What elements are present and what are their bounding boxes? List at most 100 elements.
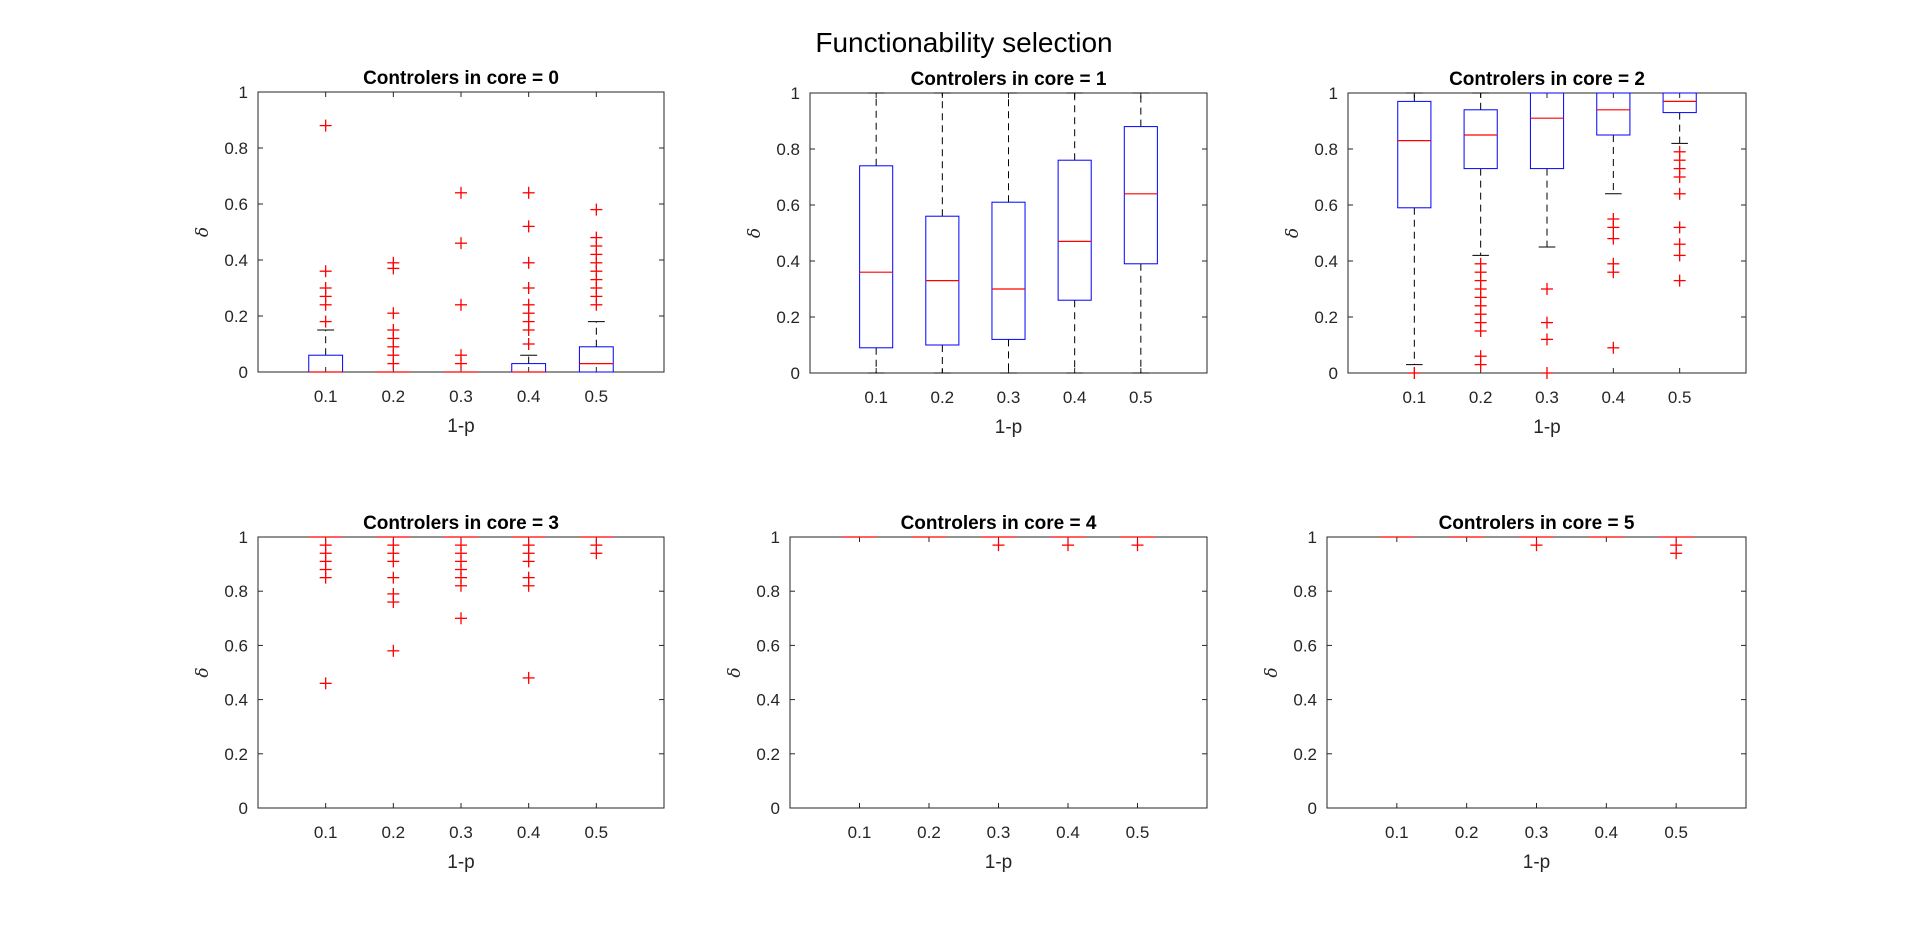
ytick-label: 1 bbox=[1308, 528, 1317, 547]
xtick-label: 0.1 bbox=[1403, 388, 1427, 407]
ytick-label: 1 bbox=[239, 83, 248, 102]
outlier-marker bbox=[1541, 333, 1553, 346]
ytick-label: 0.4 bbox=[756, 691, 780, 710]
xtick-label: 0.3 bbox=[997, 388, 1021, 407]
ytick-label: 0.6 bbox=[1314, 196, 1338, 215]
outlier-marker bbox=[522, 579, 535, 592]
outlier-marker bbox=[387, 571, 400, 584]
box-group bbox=[444, 536, 478, 625]
xtick-label: 0.2 bbox=[917, 823, 941, 842]
xtick-label: 0.5 bbox=[1668, 388, 1692, 407]
box-group bbox=[308, 536, 343, 690]
outlier-marker bbox=[319, 298, 332, 311]
subplot-5: 0 0.2 0.4 0.6 0.8 1 0.1 0.2 0.3 0.4 0.5 Controlers … bbox=[1262, 513, 1747, 873]
outlier-marker bbox=[455, 298, 467, 311]
subplot-title: Controlers in core = 5 bbox=[1439, 513, 1635, 534]
outlier-marker bbox=[319, 571, 332, 584]
ytick-label: 0 bbox=[239, 799, 248, 818]
ytick-label: 1 bbox=[239, 528, 248, 547]
y-axis-label: δ bbox=[745, 228, 765, 238]
xtick-label: 0.3 bbox=[1535, 388, 1559, 407]
ytick-label: 0.6 bbox=[756, 636, 780, 655]
xtick-label: 0.1 bbox=[314, 387, 338, 406]
outlier-marker bbox=[387, 555, 400, 568]
xtick-label: 0.2 bbox=[382, 387, 406, 406]
subplot-title: Controlers in core = 0 bbox=[363, 68, 559, 89]
outlier-marker bbox=[522, 220, 535, 233]
outlier-marker bbox=[319, 677, 332, 690]
outlier-marker bbox=[1673, 221, 1686, 234]
outlier-marker bbox=[1607, 232, 1620, 245]
ytick-label: 0.8 bbox=[756, 582, 780, 601]
box-group bbox=[579, 536, 614, 560]
figure-title: Functionability selection bbox=[815, 27, 1112, 58]
x-axis-label: 1-p bbox=[985, 852, 1012, 873]
outlier-marker bbox=[1673, 274, 1686, 287]
outlier-marker bbox=[455, 612, 467, 625]
box-group bbox=[511, 536, 546, 684]
ytick-label: 0.8 bbox=[1314, 140, 1338, 159]
ytick-label: 0.8 bbox=[224, 139, 248, 158]
outlier-marker bbox=[1131, 539, 1144, 552]
outlier-marker bbox=[319, 315, 332, 328]
ytick-label: 0.2 bbox=[224, 745, 248, 764]
ytick-label: 0.2 bbox=[224, 307, 248, 326]
box-group bbox=[1519, 536, 1554, 552]
xtick-label: 0.2 bbox=[931, 388, 955, 407]
box-group bbox=[1123, 92, 1158, 374]
ytick-label: 0 bbox=[1329, 364, 1338, 383]
box-group bbox=[1057, 92, 1092, 374]
outlier-marker bbox=[522, 338, 535, 350]
outlier-marker bbox=[522, 256, 535, 269]
xtick-label: 0.1 bbox=[864, 388, 888, 407]
outlier-marker bbox=[319, 265, 332, 278]
ytick-label: 1 bbox=[771, 528, 780, 547]
box-group bbox=[1050, 536, 1086, 552]
outlier-marker bbox=[455, 579, 467, 592]
ytick-label: 1 bbox=[791, 84, 800, 103]
ytick-label: 0 bbox=[791, 364, 800, 383]
y-axis-label: δ bbox=[193, 667, 213, 677]
subplot-title: Controlers in core = 3 bbox=[363, 513, 559, 534]
box-group bbox=[444, 186, 478, 373]
xtick-label: 0.4 bbox=[1056, 823, 1080, 842]
x-axis-label: 1-p bbox=[995, 417, 1022, 438]
xtick-label: 0.3 bbox=[987, 823, 1011, 842]
ytick-label: 0.8 bbox=[776, 140, 800, 159]
outlier-marker bbox=[1673, 238, 1686, 251]
box-group bbox=[859, 92, 894, 374]
ytick-label: 0.4 bbox=[224, 691, 248, 710]
xtick-label: 0.1 bbox=[1385, 823, 1409, 842]
box-group bbox=[578, 203, 614, 373]
outlier-marker bbox=[1062, 539, 1074, 552]
box bbox=[1463, 109, 1498, 170]
box bbox=[1529, 92, 1565, 170]
ytick-label: 0.6 bbox=[224, 636, 248, 655]
axes-frame bbox=[809, 92, 1208, 374]
subplot-4: 0 0.2 0.4 0.6 0.8 1 0.1 0.2 0.3 0.4 0.5 Controlers … bbox=[725, 513, 1208, 873]
subplot-1: 0 0.2 0.4 0.6 0.8 1 0.1 0.2 0.3 0.4 0.5 Controlers … bbox=[745, 69, 1208, 438]
box-group bbox=[376, 256, 411, 373]
x-axis-label: 1-p bbox=[447, 416, 474, 437]
box-group bbox=[981, 536, 1016, 552]
y-axis-label: δ bbox=[1283, 228, 1303, 238]
outlier-marker bbox=[1541, 367, 1553, 379]
outlier-marker bbox=[1673, 171, 1686, 183]
outlier-marker bbox=[522, 282, 535, 294]
axes-frame bbox=[1326, 536, 1747, 809]
box-group bbox=[1596, 92, 1631, 354]
box-group bbox=[1397, 92, 1432, 379]
box-group bbox=[1658, 536, 1694, 560]
outlier-marker bbox=[522, 671, 535, 684]
xtick-label: 0.2 bbox=[1455, 823, 1479, 842]
box bbox=[991, 201, 1026, 340]
ytick-label: 0.4 bbox=[1314, 252, 1338, 271]
box bbox=[859, 165, 894, 349]
outlier-marker bbox=[1408, 367, 1421, 379]
box-group bbox=[1529, 92, 1565, 379]
outlier-marker bbox=[319, 119, 332, 132]
y-axis-label: δ bbox=[193, 227, 213, 237]
box-group bbox=[511, 186, 547, 373]
box-group bbox=[925, 92, 960, 374]
subplot-title: Controlers in core = 4 bbox=[901, 513, 1097, 534]
